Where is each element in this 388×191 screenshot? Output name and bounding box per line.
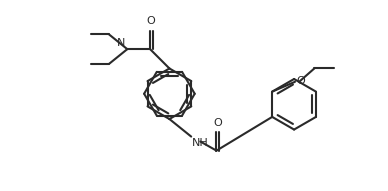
Text: O: O xyxy=(296,76,305,86)
Text: NH: NH xyxy=(192,138,209,148)
Text: O: O xyxy=(147,16,156,26)
Text: N: N xyxy=(117,38,126,48)
Text: O: O xyxy=(213,118,222,128)
